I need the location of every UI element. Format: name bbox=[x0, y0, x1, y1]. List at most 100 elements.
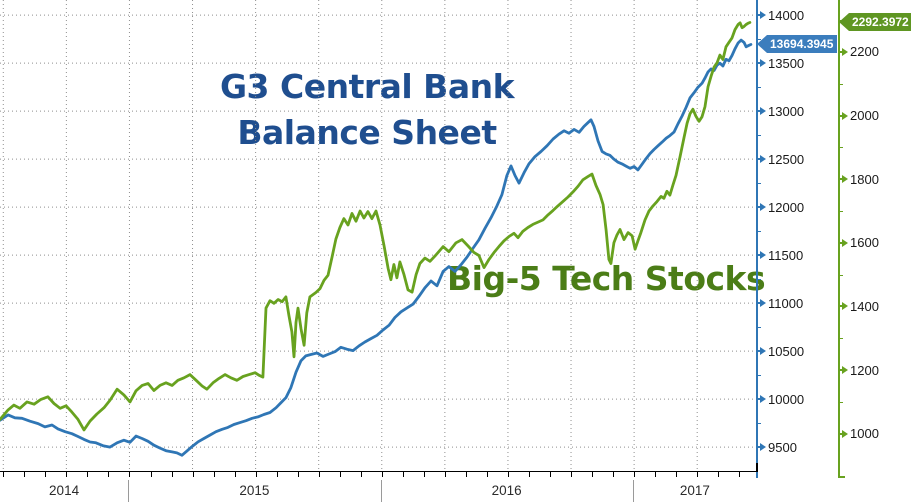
axis-line bbox=[756, 0, 758, 478]
tick-arrow-icon bbox=[842, 429, 848, 438]
major-tick bbox=[756, 398, 761, 401]
month-tick bbox=[45, 472, 47, 477]
major-tick bbox=[756, 110, 761, 113]
minor-tick bbox=[756, 135, 761, 137]
major-tick bbox=[838, 369, 843, 372]
tick-label: 2200 bbox=[850, 44, 879, 60]
chart-title-line1: G3 Central Bank bbox=[219, 67, 515, 106]
minor-tick bbox=[838, 210, 843, 212]
month-tick bbox=[318, 472, 320, 477]
major-tick bbox=[838, 241, 843, 244]
month-tick bbox=[718, 472, 720, 477]
major-tick bbox=[756, 14, 761, 17]
year-separator bbox=[128, 480, 130, 502]
tick-label: 14000 bbox=[768, 7, 805, 23]
month-tick bbox=[550, 472, 551, 477]
x-axis-end-tick bbox=[756, 463, 758, 472]
month-tick bbox=[655, 472, 657, 477]
tick-arrow-icon bbox=[760, 395, 766, 404]
month-tick bbox=[234, 472, 236, 477]
minor-tick bbox=[756, 87, 761, 89]
green-axis-foot bbox=[838, 476, 845, 478]
month-tick bbox=[297, 472, 299, 477]
month-tick bbox=[360, 472, 362, 477]
month-tick bbox=[739, 472, 741, 477]
tick-label: 11500 bbox=[768, 247, 804, 263]
month-tick bbox=[634, 472, 636, 477]
major-tick bbox=[756, 206, 761, 209]
year-label: 2015 bbox=[239, 483, 270, 498]
month-tick bbox=[66, 472, 68, 477]
month-tick bbox=[697, 472, 699, 477]
last-value-green: 2292.3972 bbox=[852, 15, 909, 29]
month-tick bbox=[150, 472, 152, 477]
chart-title: G3 Central Bank Balance Sheet bbox=[0, 64, 734, 156]
year-separator bbox=[632, 480, 634, 502]
major-tick bbox=[838, 50, 843, 53]
tick-label: 12000 bbox=[768, 199, 805, 215]
tick-label: 1600 bbox=[850, 235, 879, 251]
month-tick bbox=[465, 472, 467, 477]
major-tick bbox=[756, 254, 761, 257]
tick-label: 13500 bbox=[768, 55, 805, 71]
tick-arrow-icon bbox=[760, 155, 766, 164]
major-tick bbox=[838, 432, 843, 435]
minor-tick bbox=[756, 39, 761, 41]
plot-area[interactable] bbox=[0, 0, 758, 472]
x-axis-line bbox=[0, 471, 758, 472]
month-tick bbox=[192, 472, 194, 477]
year-label: 2014 bbox=[49, 483, 80, 498]
tick-label: 2000 bbox=[850, 108, 879, 124]
major-tick bbox=[838, 178, 843, 181]
tick-label: 10500 bbox=[768, 343, 805, 359]
minor-tick bbox=[838, 274, 843, 276]
major-tick bbox=[756, 62, 761, 65]
tick-label: 11000 bbox=[768, 295, 804, 311]
tick-arrow-icon bbox=[842, 175, 848, 184]
series-g3-line bbox=[0, 38, 753, 457]
minor-tick bbox=[756, 279, 761, 281]
series-label-big5: Big-5 Tech Stocks bbox=[447, 259, 766, 298]
month-tick bbox=[444, 472, 446, 477]
series-big5-line bbox=[0, 21, 752, 432]
month-tick bbox=[339, 472, 341, 477]
year-label: 2016 bbox=[491, 483, 522, 498]
month-tick bbox=[129, 472, 131, 477]
month-tick bbox=[87, 472, 89, 477]
month-tick bbox=[3, 472, 5, 477]
axis-line bbox=[838, 0, 840, 478]
year-label: 2017 bbox=[679, 483, 710, 498]
last-value-tag-blue: 13694.3945 bbox=[757, 35, 837, 53]
minor-tick bbox=[838, 147, 843, 149]
tick-label: 13000 bbox=[768, 103, 805, 119]
tick-label: 12500 bbox=[768, 151, 805, 167]
tick-arrow-icon bbox=[842, 238, 848, 247]
month-tick bbox=[423, 472, 425, 477]
month-tick bbox=[613, 472, 615, 477]
tick-arrow-icon bbox=[842, 111, 848, 120]
tick-arrow-icon bbox=[842, 302, 848, 311]
minor-tick bbox=[838, 338, 843, 340]
minor-tick bbox=[838, 401, 843, 403]
major-tick bbox=[756, 302, 761, 305]
minor-tick bbox=[838, 83, 843, 85]
tick-label: 9500 bbox=[768, 439, 797, 455]
month-tick bbox=[213, 472, 215, 477]
month-tick bbox=[507, 472, 509, 477]
month-tick bbox=[592, 472, 594, 477]
month-tick bbox=[276, 472, 278, 477]
minor-tick bbox=[756, 423, 761, 425]
minor-tick bbox=[756, 231, 761, 233]
minor-tick bbox=[756, 375, 761, 377]
tick-arrow-icon bbox=[760, 203, 766, 212]
major-tick bbox=[756, 446, 761, 449]
month-tick bbox=[108, 472, 110, 477]
chart-title-line2: Balance Sheet bbox=[237, 113, 497, 152]
tick-arrow-icon bbox=[760, 443, 766, 452]
major-tick bbox=[838, 305, 843, 308]
month-tick bbox=[24, 472, 26, 477]
right-axis-secondary: 2200 2000 1800 1600 1400 1200 1000 bbox=[838, 0, 911, 478]
month-tick bbox=[381, 472, 383, 477]
tick-arrow-icon bbox=[760, 11, 766, 20]
